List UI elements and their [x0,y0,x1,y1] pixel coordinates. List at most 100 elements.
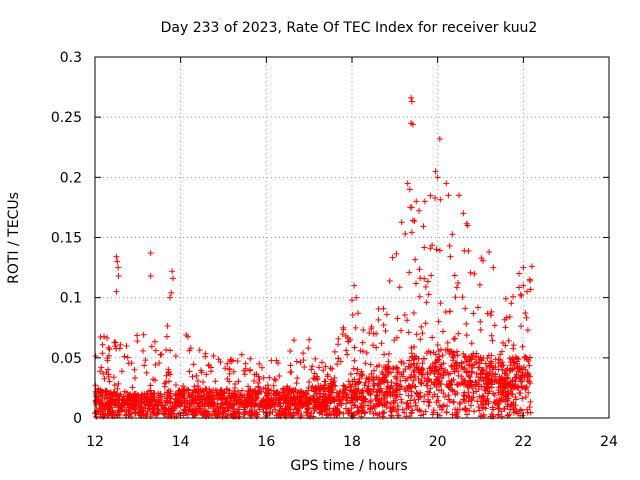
data-point [224,404,231,411]
data-point [320,367,327,374]
data-point [201,407,208,414]
data-point [473,370,480,377]
data-point [368,397,375,404]
data-point [457,399,464,406]
data-point [409,354,416,361]
data-point [291,401,298,408]
data-point [446,378,453,385]
data-point [305,400,312,407]
data-point [314,403,321,410]
data-point [396,391,403,398]
data-point [523,314,530,321]
data-point [528,263,535,270]
data-point [498,408,505,415]
data-point [480,378,487,385]
data-point [522,353,529,360]
data-point [181,402,188,409]
data-point [429,242,436,249]
data-point [446,242,453,249]
data-point [159,393,166,400]
data-point [488,381,495,388]
data-point [384,379,391,386]
data-point [386,277,393,284]
data-point [425,375,432,382]
data-point [404,180,411,187]
data-point [311,405,318,412]
data-point [155,402,162,409]
data-point [338,401,345,408]
data-point [218,400,225,407]
data-point [227,398,234,405]
data-point [507,403,514,410]
data-point [423,299,430,306]
data-point [392,364,399,371]
data-point [104,355,111,362]
data-point [220,409,227,416]
data-point [185,333,192,340]
data-point [218,387,225,394]
data-point [378,379,385,386]
data-point [388,408,395,415]
data-point [242,408,249,415]
data-point [162,408,169,415]
data-point [299,402,306,409]
data-point [437,196,444,203]
data-point [336,409,343,416]
data-point [152,347,159,354]
data-point [398,358,405,365]
data-point [409,121,416,128]
data-point [426,399,433,406]
data-point [381,409,388,416]
data-point [263,395,270,402]
data-point [463,332,470,339]
data-point [226,402,233,409]
data-point [283,391,290,398]
data-point [381,401,388,408]
data-point [464,222,471,229]
data-point [392,389,399,396]
data-point [435,397,442,404]
data-point [322,363,329,370]
data-point [333,406,340,413]
data-point [466,361,473,368]
data-point [365,383,372,390]
data-point [197,367,204,374]
data-point [501,316,508,323]
data-point [435,348,442,355]
data-point [404,317,411,324]
data-point [316,409,323,416]
data-point [416,266,423,273]
data-point [427,192,434,199]
data-point [465,398,472,405]
data-point [93,413,100,420]
data-point [192,396,199,403]
data-point [485,383,492,390]
x-tick-label: 14 [172,434,190,450]
data-point [210,402,217,409]
data-point [502,295,509,302]
data-point [478,412,485,419]
data-point [419,330,426,337]
data-point [407,397,414,404]
data-point [450,335,457,342]
data-point [110,374,117,381]
data-point [146,405,153,412]
data-point [410,310,417,317]
data-point [300,350,307,357]
data-point [168,395,175,402]
data-point [502,393,509,400]
data-point [98,364,105,371]
data-point [367,361,374,368]
data-point [521,354,528,361]
data-point [236,410,243,417]
data-point [354,366,361,373]
data-point [502,342,509,349]
data-point [486,368,493,375]
data-point [118,368,125,375]
data-point [525,389,532,396]
data-point [140,331,147,338]
data-point [376,401,383,408]
data-point [413,331,420,338]
data-point [454,390,461,397]
data-point [166,294,173,301]
